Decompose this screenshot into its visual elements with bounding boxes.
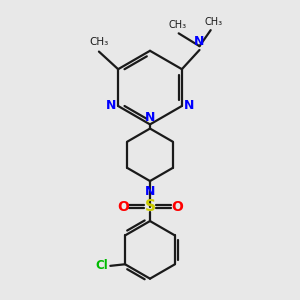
Text: CH₃: CH₃	[205, 17, 223, 27]
Text: N: N	[184, 100, 194, 112]
Text: N: N	[194, 35, 205, 48]
Text: N: N	[145, 185, 155, 198]
Text: O: O	[171, 200, 183, 214]
Text: CH₃: CH₃	[168, 20, 186, 30]
Text: O: O	[117, 200, 129, 214]
Text: N: N	[145, 111, 155, 124]
Text: Cl: Cl	[95, 260, 108, 272]
Text: CH₃: CH₃	[89, 38, 109, 47]
Text: N: N	[106, 100, 116, 112]
Text: S: S	[145, 199, 155, 214]
